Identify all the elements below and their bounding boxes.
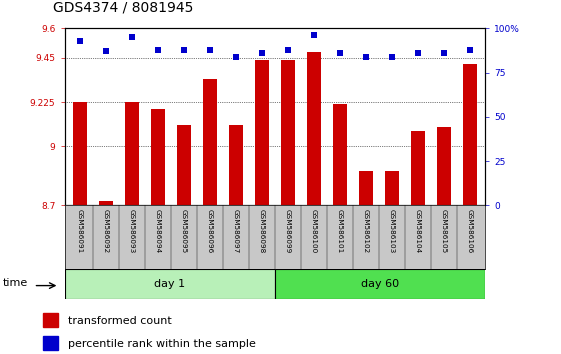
Text: GSM586103: GSM586103: [389, 209, 395, 253]
Bar: [462, 64, 477, 205]
Point: [180, 47, 188, 52]
Text: GSM586092: GSM586092: [103, 209, 109, 253]
Bar: [411, 131, 425, 205]
Bar: [203, 79, 217, 205]
Text: GDS4374 / 8081945: GDS4374 / 8081945: [53, 0, 194, 14]
Bar: [43, 336, 58, 350]
Bar: [358, 171, 373, 205]
Text: GSM586101: GSM586101: [337, 209, 343, 253]
Bar: [333, 104, 347, 205]
Bar: [229, 125, 243, 205]
Point: [413, 50, 422, 56]
Text: GSM586100: GSM586100: [311, 209, 317, 253]
Point: [335, 50, 344, 56]
Point: [465, 47, 474, 52]
Point: [127, 34, 136, 40]
Text: GSM586099: GSM586099: [285, 209, 291, 253]
Text: day 60: day 60: [361, 279, 399, 289]
Bar: [151, 109, 165, 205]
Text: GSM586093: GSM586093: [129, 209, 135, 253]
Bar: [280, 60, 295, 205]
Point: [154, 47, 163, 52]
Text: GSM586096: GSM586096: [207, 209, 213, 253]
Bar: [65, 269, 275, 299]
Bar: [436, 127, 451, 205]
Text: GSM586098: GSM586098: [259, 209, 265, 253]
Bar: [73, 102, 88, 205]
Point: [387, 54, 396, 59]
Bar: [385, 171, 399, 205]
Point: [283, 47, 292, 52]
Point: [361, 54, 370, 59]
Point: [102, 48, 111, 54]
Point: [205, 47, 214, 52]
Bar: [125, 102, 139, 205]
Text: GSM586102: GSM586102: [363, 209, 369, 253]
Point: [309, 33, 318, 38]
Point: [76, 38, 85, 44]
Bar: [275, 269, 485, 299]
Bar: [307, 52, 321, 205]
Text: day 1: day 1: [154, 279, 185, 289]
Text: GSM586104: GSM586104: [415, 209, 421, 253]
Text: GSM586106: GSM586106: [467, 209, 473, 253]
Bar: [255, 60, 269, 205]
Bar: [43, 313, 58, 327]
Point: [232, 54, 241, 59]
Point: [439, 50, 448, 56]
Bar: [99, 201, 113, 205]
Text: GSM586097: GSM586097: [233, 209, 239, 253]
Text: GSM586095: GSM586095: [181, 209, 187, 253]
Text: time: time: [3, 278, 29, 287]
Text: GSM586091: GSM586091: [77, 209, 83, 253]
Text: percentile rank within the sample: percentile rank within the sample: [68, 339, 256, 349]
Text: GSM586094: GSM586094: [155, 209, 161, 253]
Point: [257, 50, 266, 56]
Bar: [177, 125, 191, 205]
Text: transformed count: transformed count: [68, 316, 172, 326]
Text: GSM586105: GSM586105: [441, 209, 447, 253]
